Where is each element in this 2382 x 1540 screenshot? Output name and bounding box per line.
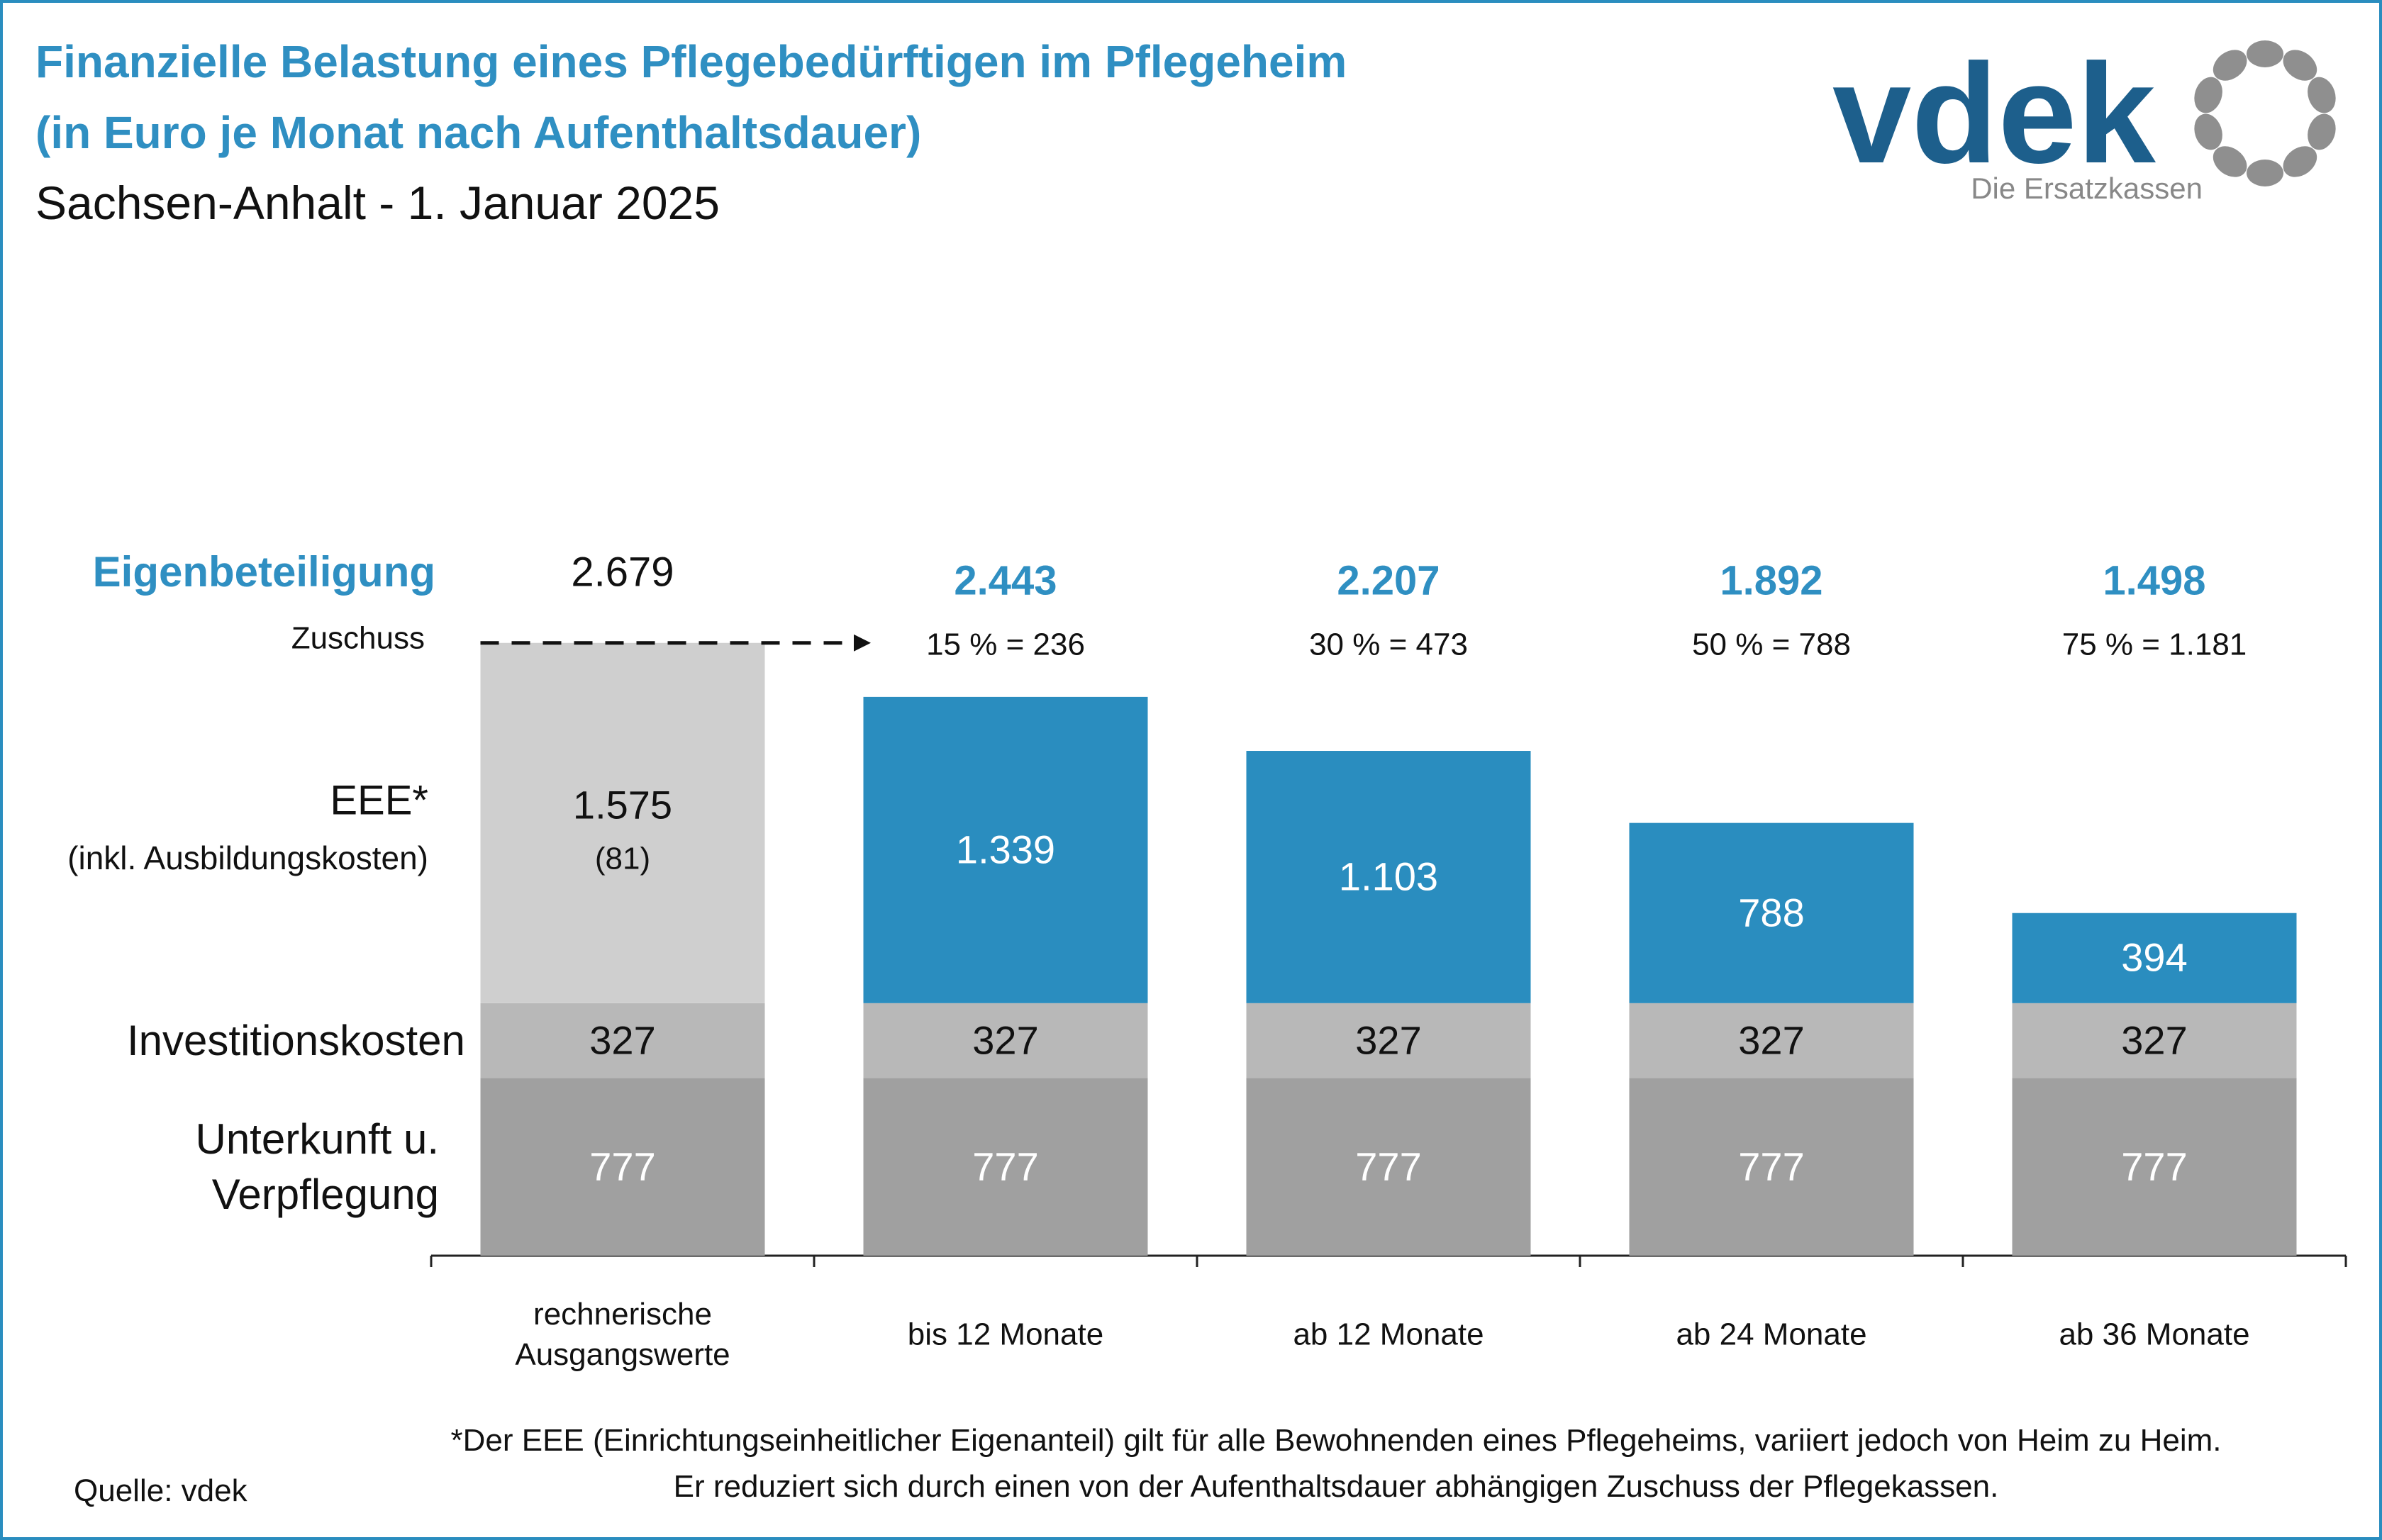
data-label: 327 <box>589 1017 656 1063</box>
bar-segment <box>480 1003 765 1078</box>
zuschuss-label: 50 % = 788 <box>1692 627 1851 662</box>
data-label: 1.103 <box>1338 854 1439 899</box>
total-label: 1.892 <box>1720 557 1823 604</box>
zuschuss-label: 75 % = 1.181 <box>2061 627 2247 662</box>
logo-ring <box>2247 160 2283 186</box>
logo-ring <box>2213 146 2247 177</box>
bar-segment <box>1629 1078 1914 1256</box>
data-label: 394 <box>2121 934 2188 980</box>
bar-segment <box>480 1078 765 1256</box>
logo-ring <box>2194 77 2222 113</box>
bar-segment <box>1246 751 1531 1003</box>
total-label: 2.443 <box>954 557 1057 604</box>
bar-segment <box>2012 1003 2297 1078</box>
row-label: Zuschuss <box>291 620 425 656</box>
logo-tagline: Die Ersatzkassen <box>1971 172 2203 205</box>
data-label: 327 <box>1355 1017 1422 1063</box>
bar-segment <box>1246 1003 1531 1078</box>
zuschuss-label: 15 % = 236 <box>926 627 1085 662</box>
data-label: 1.339 <box>955 827 1056 872</box>
chart-title: Finanzielle Belastung eines Pflegebedürf… <box>35 36 1347 87</box>
total-label: 1.498 <box>2103 557 2206 604</box>
chart: vdek Die Ersatzkassen <box>430 35 2347 1267</box>
bar-segment <box>480 642 765 1003</box>
logo-ring <box>2194 113 2222 150</box>
total-label: 2.679 <box>571 549 674 596</box>
data-label-sub: (81) <box>594 841 651 876</box>
data-label: 777 <box>972 1144 1039 1189</box>
chart-subtitle: Sachsen-Anhalt - 1. Januar 2025 <box>35 177 720 229</box>
x-tick-label: ab 36 Monate <box>2059 1317 2250 1352</box>
logo-ring <box>2283 50 2317 81</box>
data-label: 327 <box>972 1017 1039 1063</box>
bar-segment <box>2012 913 2297 1003</box>
bar-segment <box>2012 1078 2297 1256</box>
data-label: 327 <box>2121 1017 2188 1063</box>
zuschuss-label: 30 % = 473 <box>1309 627 1468 662</box>
chart-subtitle: (in Euro je Monat nach Aufenthaltsdauer) <box>35 107 922 158</box>
row-label: Eigenbeteiligung <box>92 548 435 596</box>
source: Quelle: vdek <box>74 1473 247 1508</box>
logo-ring <box>2308 113 2336 150</box>
bar-segment <box>1629 822 1914 1003</box>
logo-ring <box>2247 40 2283 67</box>
data-label: 327 <box>1738 1017 1805 1063</box>
data-label: 777 <box>1738 1144 1805 1189</box>
series-label: Investitionskosten <box>127 1016 465 1064</box>
bar-segment <box>863 696 1148 1003</box>
bar-segment <box>863 1003 1148 1078</box>
x-tick-label: bis 12 Monate <box>907 1317 1104 1352</box>
series-label: EEE* <box>330 777 428 824</box>
logo-ring <box>2308 77 2336 113</box>
series-label: Unterkunft u. Verpflegung <box>195 1115 439 1218</box>
series-note: (inkl. Ausbildungskosten) <box>67 839 428 876</box>
x-tick-label: ab 24 Monate <box>1676 1317 1867 1352</box>
x-tick-label: rechnerische Ausgangswerte <box>515 1296 730 1372</box>
arrow-head <box>854 634 871 652</box>
x-tick-label: ab 12 Monate <box>1293 1317 1484 1352</box>
bar-segment <box>1629 1003 1914 1078</box>
data-label: 777 <box>2121 1144 2188 1189</box>
bar-segment <box>863 1078 1148 1256</box>
logo-ring <box>2283 146 2317 177</box>
data-label: 777 <box>589 1144 656 1189</box>
data-label: 788 <box>1738 890 1805 935</box>
logo-name: vdek <box>1832 35 2156 193</box>
bar-segment <box>1246 1078 1531 1256</box>
data-label: 777 <box>1355 1144 1422 1189</box>
footnote: *Der EEE (Einrichtungseinheitlicher Eige… <box>450 1423 2222 1505</box>
total-label: 2.207 <box>1337 557 1440 604</box>
data-label: 1.575 <box>572 782 673 827</box>
logo-ring <box>2213 50 2247 81</box>
